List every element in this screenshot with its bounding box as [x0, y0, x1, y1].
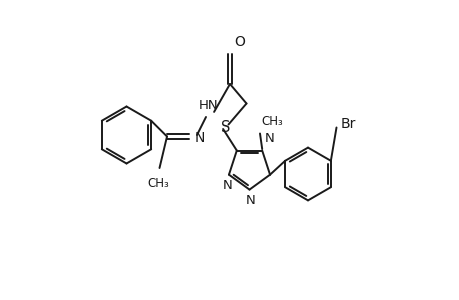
- Text: O: O: [234, 35, 245, 50]
- Text: N: N: [246, 194, 255, 207]
- Text: N: N: [264, 132, 274, 145]
- Text: N: N: [195, 131, 205, 145]
- Text: Br: Br: [340, 118, 356, 131]
- Text: HN: HN: [198, 99, 218, 112]
- Text: N: N: [222, 179, 232, 192]
- Text: CH₃: CH₃: [147, 177, 168, 190]
- Text: S: S: [220, 120, 230, 135]
- Text: CH₃: CH₃: [261, 115, 283, 128]
